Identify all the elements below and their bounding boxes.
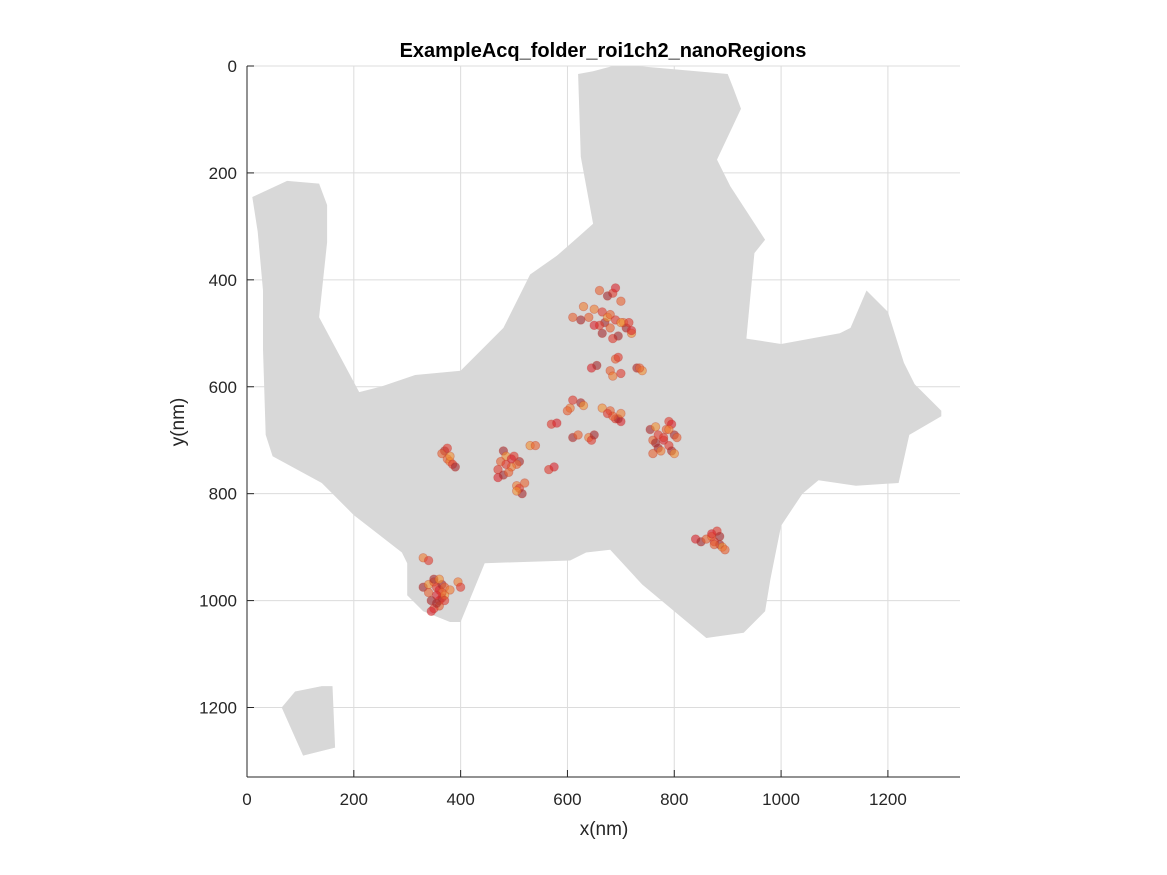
small-region [281,686,336,756]
data-point [552,418,562,428]
data-point [426,606,437,617]
data-point [506,454,517,464]
data-point [589,320,599,331]
data-point [616,296,626,306]
data-point [669,448,680,459]
data-point [594,285,605,296]
data-point [656,446,666,456]
data-point [664,424,674,435]
data-point [610,283,621,293]
data-point [568,395,578,405]
data-point [437,448,447,459]
data-point [616,408,626,419]
data-point [549,462,559,472]
data-point [605,309,615,320]
x-tick-label: 0 [242,790,251,809]
y-tick-label: 1000 [199,592,237,611]
x-tick-label: 400 [446,790,474,809]
chart-title: ExampleAcq_folder_roi1ch2_nanoRegions [400,40,807,62]
y-tick-label: 200 [209,164,237,183]
data-point [597,403,607,413]
data-point [578,301,589,312]
data-point [608,371,618,381]
data-point [573,430,583,440]
data-point [423,587,434,598]
data-point [520,478,530,488]
data-point [530,440,541,451]
axes: 0 200 400 600 800 1000 1200 0 200 400 600 800 1000 12… [199,57,960,809]
data-point [445,585,455,595]
data-point [616,317,626,328]
data-point [715,531,725,542]
data-point [650,422,661,432]
x-tick-label: 200 [340,790,368,809]
y-tick-label: 1200 [199,699,237,718]
data-point [709,539,720,550]
x-tick-label: 1000 [762,790,800,809]
data-point [613,331,623,341]
x-tick-label: 1200 [869,790,907,809]
data-point [658,432,669,443]
data-point [589,430,599,440]
data-point [501,459,511,470]
data-point [602,291,613,301]
data-point [568,312,578,323]
data-point [426,595,437,606]
data-point [626,325,637,336]
data-point [589,304,599,314]
data-point [650,438,661,448]
data-point [672,432,682,443]
y-tick-label: 400 [209,271,237,290]
data-point [439,595,450,606]
x-tick-label: 600 [553,790,581,809]
data-point [720,545,730,555]
data-point [597,307,607,317]
data-point [613,352,623,363]
data-point [592,360,602,371]
data-point [602,408,613,419]
data-point [455,582,466,592]
data-point [445,451,455,461]
main-region [252,66,942,638]
x-tick-label: 800 [660,790,688,809]
data-point [512,486,522,496]
data-point [648,448,658,459]
data-point [562,406,573,416]
data-point [576,315,586,325]
y-tick-label: 0 [228,57,237,76]
y-axis-label: y(nm) [168,398,189,447]
data-point [584,312,594,323]
data-point [434,574,445,584]
data-point [504,467,514,478]
data-point [578,400,589,411]
data-point [423,555,434,566]
y-tick-label: 800 [209,485,237,504]
data-point [442,443,453,453]
x-axis-label: x(nm) [580,819,629,840]
data-point [616,368,626,379]
data-point [624,317,634,328]
data-point [634,363,645,373]
data-point [431,590,442,600]
data-point [597,328,607,339]
nano-regions [252,66,942,756]
data-point [605,323,615,333]
localization-points [418,283,730,617]
data-point [707,529,717,539]
y-tick-label: 600 [209,378,237,397]
data-point [450,462,461,472]
